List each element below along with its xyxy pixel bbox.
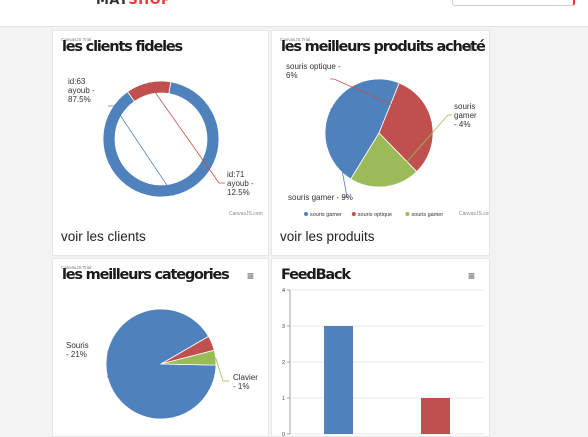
label-connector — [107, 351, 112, 378]
clients-doughnut-chart: id:63 ayoub -87.5% id:71 ayoub -12.5% — [68, 77, 254, 198]
legend-entry[interactable]: souris gamer — [411, 212, 443, 218]
slice-label: Souris - 21% — [66, 341, 89, 359]
y-tick-label: 1 — [282, 396, 285, 402]
site-logo[interactable]: MATSHOP — [96, 0, 171, 8]
y-tick-label: 0 — [282, 432, 285, 436]
label-connector — [330, 78, 433, 123]
slice-label: id:71 ayoub -12.5% — [227, 170, 254, 197]
watermark: CanvasJS Trial — [61, 265, 92, 270]
chart-menu-icon[interactable]: ≡ — [467, 41, 475, 55]
feedback-title: FeedBack — [281, 267, 351, 283]
feedback-bar-chart: 0 1 2 3 4 — [282, 288, 484, 436]
slice-label: souris gamer - 9% — [288, 193, 353, 202]
categories-title: les meilleurs categories — [62, 267, 230, 283]
label-connector — [384, 114, 452, 187]
clients-title: les clients fideles — [62, 39, 183, 55]
products-pie-chart: souris gamer - 9% souris optique -6% souri… — [286, 62, 477, 218]
label-connector — [330, 108, 348, 198]
slice-label: Clavier - 1% — [233, 373, 258, 391]
slice-label: souris optique -6% — [286, 62, 341, 80]
legend-marker — [351, 212, 356, 216]
pie-slice[interactable] — [126, 80, 172, 102]
label-connector — [147, 82, 225, 184]
top-bar: MATSHOP — [0, 0, 588, 27]
canvasjs-credit: CanvasJS.com — [229, 211, 263, 217]
slice-label: souris gamer - 4% — [454, 102, 477, 129]
bar[interactable] — [324, 326, 353, 434]
slice-label: id:63 ayoub -87.5% — [68, 77, 95, 104]
bar[interactable] — [421, 398, 450, 434]
clients-card: CanvasJS Trial les clients fideles id:63… — [52, 30, 269, 256]
view-products-link[interactable]: voir les produits — [280, 229, 375, 244]
legend-marker — [304, 212, 308, 216]
logo-main: MAT — [96, 0, 129, 8]
products-title: les meilleurs produits acheté — [281, 39, 486, 55]
chart-menu-icon[interactable]: ≡ — [467, 269, 475, 283]
logo-accent: SHOP — [128, 0, 172, 8]
watermark: CanvasJS Trial — [61, 37, 92, 42]
legend-entry[interactable]: souris optique — [358, 212, 392, 218]
canvasjs-credit: CanvasJS.com — [459, 211, 490, 217]
watermark: CanvasJS Trial — [280, 37, 311, 42]
products-card: CanvasJS Trial les meilleurs produits ac… — [271, 30, 490, 256]
chart-menu-icon[interactable]: ≡ — [246, 269, 254, 283]
pie-slice[interactable] — [102, 81, 220, 198]
legend-entry[interactable]: souris gamer — [310, 212, 342, 218]
label-connector — [108, 105, 175, 196]
label-connector — [215, 357, 229, 382]
categories-pie-chart: Souris - 21% Clavier - 1% — [66, 308, 258, 420]
y-tick-label: 3 — [282, 324, 285, 330]
feedback-card: FeedBack ≡ 0 1 2 3 4 — [271, 258, 490, 437]
legend-marker — [405, 212, 410, 216]
pie-slice[interactable] — [350, 132, 418, 188]
categories-card: CanvasJS Trial les meilleurs categories … — [52, 258, 269, 437]
y-tick-label: 2 — [282, 360, 285, 366]
y-tick-label: 4 — [282, 288, 285, 294]
view-clients-link[interactable]: voir les clients — [61, 229, 146, 244]
search-input[interactable] — [452, 0, 575, 6]
